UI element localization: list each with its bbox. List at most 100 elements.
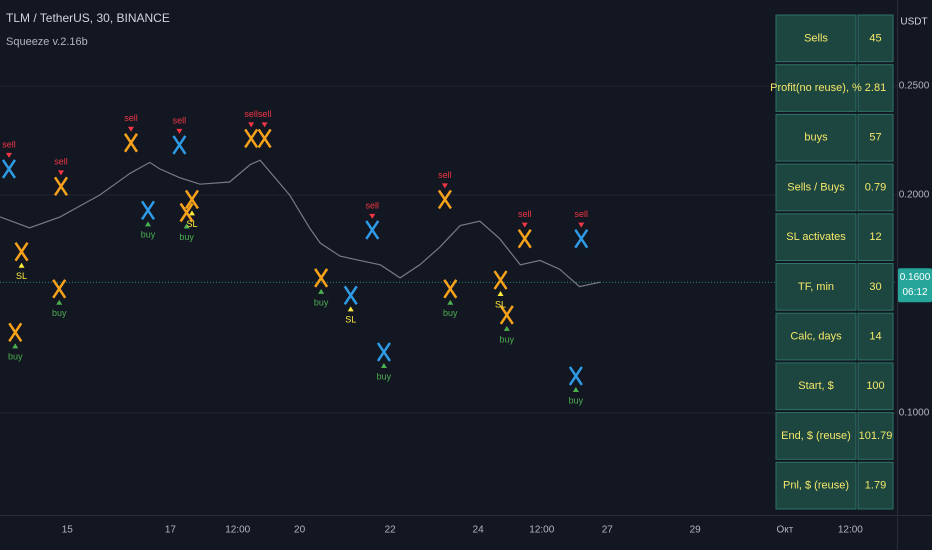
x-tick-label: 12:00	[838, 525, 863, 536]
table-cell	[775, 213, 857, 262]
table-value: 0.79	[865, 181, 886, 193]
price-line	[0, 159, 601, 288]
signal-cross	[8, 322, 23, 343]
signal-label: SL	[495, 299, 506, 309]
table-label: Pnl, $ (reuse)	[783, 480, 849, 492]
signal-label: sell	[124, 113, 138, 123]
signal-cross	[244, 128, 259, 149]
signal-arrow	[127, 126, 134, 132]
signal-label: sell	[258, 109, 272, 119]
signal-label: sell	[518, 209, 532, 219]
signal-arrow	[248, 122, 255, 128]
signal-arrow	[176, 128, 183, 134]
signal-arrow	[578, 222, 585, 228]
signal-arrow	[145, 221, 152, 227]
table-cell	[775, 461, 857, 510]
last-price-label: 0.1600	[900, 272, 931, 283]
signal-label: SL	[345, 315, 356, 325]
signal-label: SL	[16, 271, 27, 281]
signal-label: buy	[500, 334, 515, 344]
signal-arrow	[188, 210, 195, 216]
signal-cross	[376, 342, 391, 362]
signal-label: buy	[52, 308, 67, 318]
table-cell	[775, 263, 857, 311]
signal-label: buy	[314, 297, 329, 307]
signal-arrow	[12, 343, 19, 349]
signal-label: sell	[438, 170, 452, 180]
y-tick-label: 0.2500	[899, 81, 930, 92]
table-cell	[857, 14, 894, 63]
table-cell	[775, 14, 857, 63]
signal-cross	[14, 242, 29, 262]
signal-arrow	[57, 170, 64, 176]
signal-cross	[314, 268, 329, 288]
table-label: Start, $	[798, 380, 833, 392]
signal-cross	[443, 279, 458, 299]
signal-cross	[172, 135, 187, 155]
y-tick-label: 0.2000	[899, 190, 930, 201]
x-tick-label: 24	[473, 525, 485, 536]
signal-label: buy	[377, 371, 392, 381]
table-label: Calc, days	[790, 330, 842, 342]
x-tick-label: Окт	[776, 525, 793, 536]
signal-cross	[123, 133, 139, 153]
table-value: 2.81	[865, 82, 886, 94]
signal-cross	[53, 176, 69, 197]
signal-label: sell	[2, 139, 16, 149]
signal-arrow	[18, 262, 25, 268]
x-tick-label: 12:00	[529, 525, 554, 536]
signal-arrow	[572, 386, 579, 392]
signal-arrow	[5, 152, 12, 158]
y-tick-label: 0.1000	[899, 408, 930, 419]
signal-label: sell	[244, 109, 258, 119]
table-label: Sells / Buys	[787, 181, 845, 193]
signal-arrow	[369, 213, 376, 219]
table-label: buys	[804, 132, 828, 144]
table-cell	[857, 412, 894, 460]
signal-cross	[568, 366, 583, 386]
signal-arrow	[380, 362, 387, 368]
table-label: SL activates	[786, 231, 846, 243]
x-tick-label: 22	[385, 525, 397, 536]
signal-cross	[365, 220, 380, 240]
table-value: 57	[869, 132, 881, 144]
signal-cross	[517, 228, 532, 249]
signal-arrow	[183, 223, 190, 229]
signal-arrow	[441, 183, 448, 189]
signal-label: SL	[186, 219, 197, 229]
signal-label: buy	[443, 308, 458, 318]
symbol-title: TLM / TetherUS, 30, BINANCE	[6, 11, 170, 25]
table-value: 12	[869, 231, 881, 243]
signal-arrow	[261, 122, 268, 128]
signal-label: sell	[173, 115, 187, 125]
table-cell	[775, 113, 857, 162]
signal-arrow	[347, 306, 354, 312]
countdown-label: 06:12	[902, 287, 927, 298]
last-price-badge	[898, 268, 932, 303]
table-cell	[857, 163, 894, 212]
table-value: 101.79	[859, 430, 893, 442]
signal-cross	[499, 305, 514, 325]
table-value: 100	[866, 380, 884, 392]
table-cell	[857, 312, 894, 361]
signal-arrow	[521, 222, 528, 228]
signal-arrow	[318, 288, 325, 294]
table-cell	[775, 163, 857, 212]
table-cell	[775, 362, 857, 411]
table-label: TF, min	[798, 281, 834, 293]
table-cell	[775, 64, 857, 112]
currency-label: USDT	[900, 17, 927, 28]
signal-label: sell	[574, 209, 588, 219]
indicator-name: Squeeze v.2.16b	[6, 36, 88, 48]
signal-cross	[52, 279, 67, 299]
table-cell	[775, 312, 857, 361]
x-tick-label: 15	[62, 525, 74, 536]
signal-cross	[343, 285, 358, 306]
signal-label: sell	[54, 157, 68, 167]
signal-cross	[437, 189, 452, 210]
signal-cross	[493, 270, 508, 290]
signal-label: buy	[8, 352, 23, 362]
x-tick-label: 29	[690, 525, 702, 536]
table-label: Profit(no reuse), %	[770, 82, 862, 94]
